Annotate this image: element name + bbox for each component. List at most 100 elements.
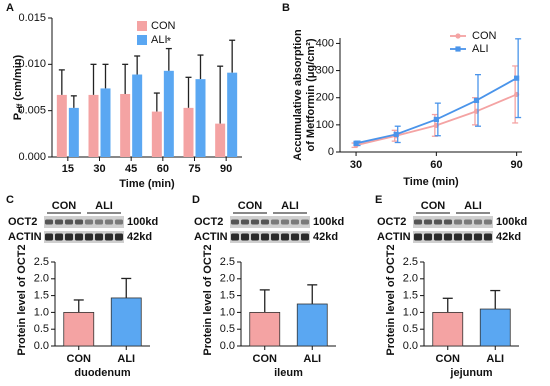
legend-label: CON: [472, 30, 497, 42]
blot-strip: [44, 216, 124, 228]
blot-size-label: 42kd: [496, 231, 521, 243]
blot-size-label: 42kd: [313, 231, 338, 243]
blot-group-label: ALI: [95, 200, 113, 212]
bar: [63, 311, 95, 347]
blot-band: [65, 219, 73, 225]
blot-row-label: OCT2: [377, 216, 406, 228]
blot-group-label: CON: [421, 200, 446, 212]
bar: [249, 311, 281, 347]
blot-band: [291, 233, 299, 241]
blot-band: [434, 219, 442, 225]
y-axis-label: Accumulative absorption: [292, 29, 304, 161]
blot-band: [241, 219, 249, 225]
bar: [163, 70, 174, 157]
blot-row-label: OCT2: [194, 216, 223, 228]
y-tick-label: 2.5: [34, 256, 49, 268]
legend-marker: [455, 33, 461, 39]
panel-label: D: [192, 194, 200, 206]
blot-band: [484, 219, 492, 225]
blot-band: [241, 233, 249, 241]
legend-label: CON: [151, 20, 176, 32]
blot-strip: [413, 231, 493, 243]
blot-row-label: ACTIN: [8, 231, 42, 243]
y-tick-label: 2.0: [403, 273, 418, 285]
blot-group-label: ALI: [281, 200, 299, 212]
x-tick-label: 75: [188, 163, 200, 175]
y-tick-label: 0.5: [34, 323, 49, 335]
blot-band: [301, 233, 309, 241]
point: [473, 97, 480, 104]
blot-band: [424, 233, 432, 241]
y-tick-label: 1.5: [403, 290, 418, 302]
blot-band: [414, 233, 422, 241]
y-tick-label: 2.0: [220, 273, 235, 285]
blot-group-label: CON: [52, 200, 77, 212]
blot-size-label: 100kd: [496, 216, 527, 228]
blot-band: [434, 233, 442, 241]
y-tick-label: 0.5: [220, 323, 235, 335]
blot-band: [75, 219, 83, 225]
blot-band: [95, 233, 103, 241]
x-tick-label: ALI: [303, 353, 321, 365]
blot-strip: [230, 216, 310, 228]
point: [393, 131, 399, 137]
series-line: [355, 77, 518, 145]
blot-band: [95, 219, 103, 225]
y-tick-label: 0.5: [403, 323, 418, 335]
bar: [120, 93, 131, 157]
blot-size-label: 42kd: [127, 231, 152, 243]
x-tick-label: 15: [62, 163, 74, 175]
y-tick-label: 0.000: [18, 151, 46, 163]
x-tick-label: 90: [511, 159, 523, 171]
blot-row-label: ACTIN: [377, 231, 411, 243]
y-axis-label-part: eff: [15, 103, 24, 113]
x-tick-label: ALI: [117, 353, 135, 365]
bar: [68, 107, 79, 157]
x-tick-label: CON: [67, 353, 92, 365]
x-tick-label: CON: [436, 353, 461, 365]
blot-band: [291, 219, 299, 225]
blot-band: [474, 219, 482, 225]
y-axis-label: Protein level of OCT2: [16, 244, 28, 355]
y-tick-label: 1.0: [403, 306, 418, 318]
annotation: *: [167, 35, 172, 47]
blot-strip: [44, 231, 124, 243]
bar: [110, 297, 142, 347]
y-tick-label: 100: [316, 119, 334, 131]
y-axis-label: Protein level of OCT2: [202, 244, 214, 355]
blot-band: [65, 233, 73, 241]
blot-band: [251, 233, 259, 241]
blot-band: [251, 219, 259, 225]
blot-band: [454, 233, 462, 241]
bar: [215, 123, 226, 157]
y-tick-label: 0.0: [220, 340, 235, 352]
y-axis-label: Protein level of OCT2: [385, 244, 397, 355]
blot-band: [105, 219, 113, 225]
y-tick-label: 0.015: [18, 12, 46, 24]
blot-row-label: ACTIN: [194, 231, 228, 243]
blot-strip: [413, 216, 493, 228]
y-tick-label: 0.0: [34, 340, 49, 352]
blot-size-label: 100kd: [127, 216, 158, 228]
y-axis-label: of Metformin (μg/cm²): [305, 38, 317, 151]
bar: [100, 88, 111, 157]
blot-band: [45, 219, 53, 225]
blot-band: [301, 219, 309, 225]
blot-band: [444, 233, 452, 241]
y-tick-label: 1.0: [34, 306, 49, 318]
bar: [151, 111, 162, 157]
y-tick-label: 2.5: [220, 256, 235, 268]
blot-band: [85, 219, 93, 225]
bar: [296, 303, 328, 347]
blot-band: [474, 233, 482, 241]
blot-band: [454, 219, 462, 225]
blot-band: [231, 233, 239, 241]
y-tick-label: 1.5: [34, 290, 49, 302]
y-tick-label: 1.5: [220, 290, 235, 302]
bar: [195, 79, 206, 157]
bar: [183, 107, 194, 157]
blot-band: [414, 219, 422, 225]
x-tick-label: 60: [430, 159, 442, 171]
bar: [479, 308, 511, 347]
